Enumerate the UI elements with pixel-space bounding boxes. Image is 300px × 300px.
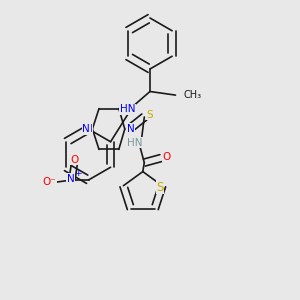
Text: N: N bbox=[67, 173, 74, 184]
Text: N: N bbox=[127, 124, 134, 134]
Text: O: O bbox=[70, 154, 79, 165]
Text: CH₃: CH₃ bbox=[184, 90, 202, 100]
Text: HN: HN bbox=[127, 138, 142, 148]
Text: +: + bbox=[74, 169, 81, 178]
Text: O⁻: O⁻ bbox=[43, 177, 56, 188]
Text: S: S bbox=[146, 110, 153, 120]
Text: N: N bbox=[85, 124, 93, 134]
Text: O: O bbox=[162, 152, 170, 162]
Text: HN: HN bbox=[120, 104, 135, 115]
Text: S: S bbox=[156, 181, 164, 194]
Text: N: N bbox=[82, 124, 90, 134]
